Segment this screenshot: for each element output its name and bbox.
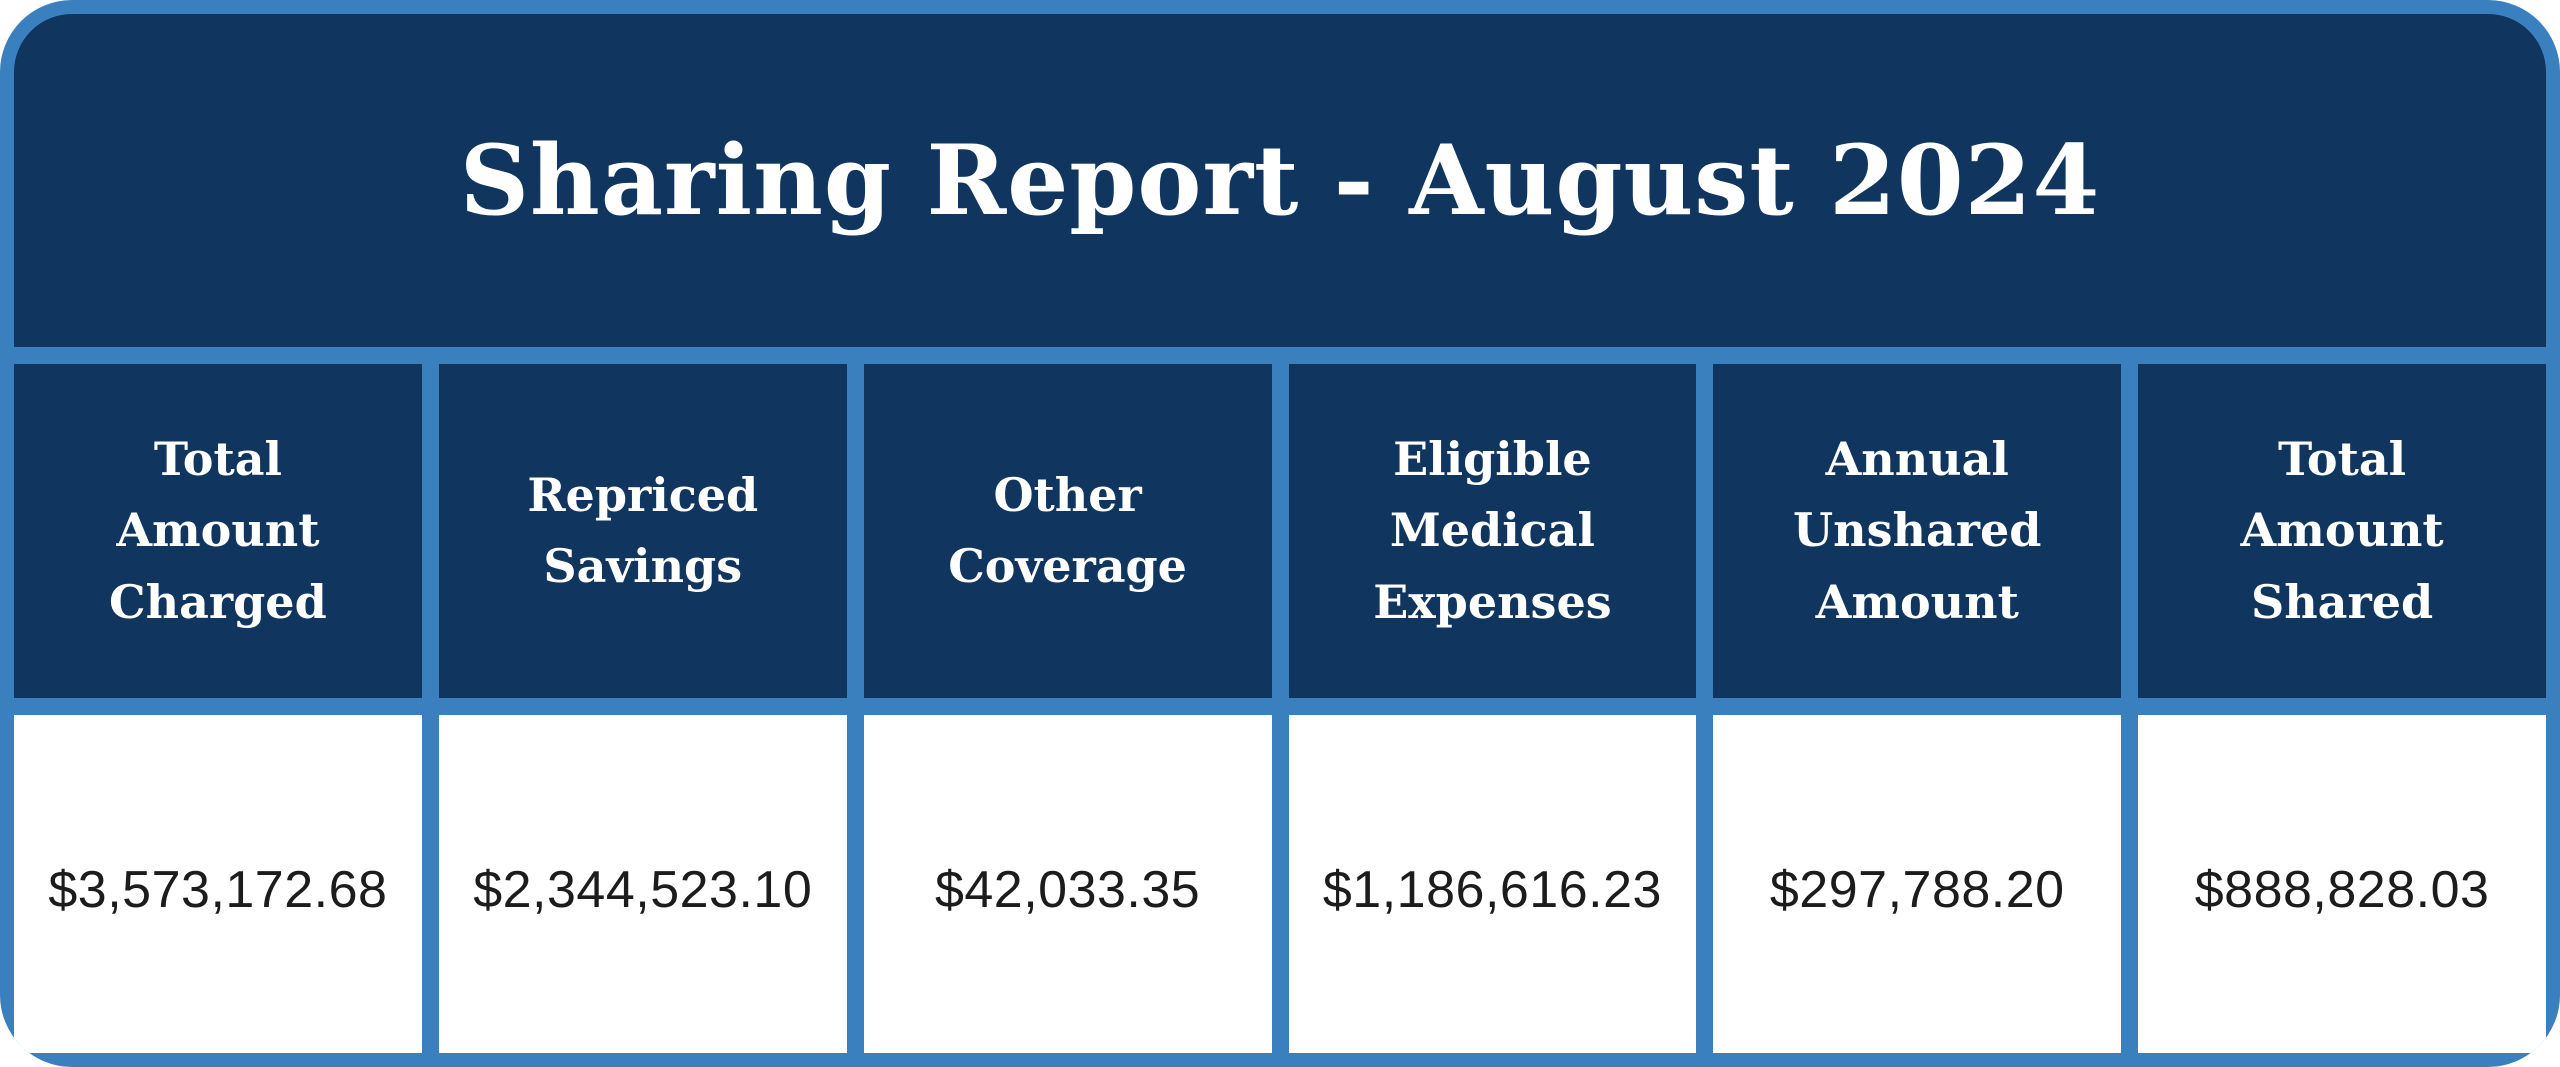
cell-value: $297,788.20 [1769,861,2065,919]
column-header-total-amount-charged: Total Amount Charged [14,364,422,698]
cell-value: $3,573,172.68 [48,861,388,919]
value-cell-annual-unshared-amount: $297,788.20 [1713,715,2122,1053]
value-cell-repriced-savings: $2,344,523.10 [438,715,847,1053]
column-header-label: Eligible Medical Expenses [1373,432,1612,629]
page-title: Sharing Report - August 2024 [459,124,2101,237]
column-header-label: Repriced Savings [527,467,759,593]
value-cell-other-coverage: $42,033.35 [863,715,1272,1053]
value-cell-total-amount-shared: $888,828.03 [2138,715,2546,1053]
cell-value: $888,828.03 [2194,861,2490,919]
column-header-total-amount-shared: Total Amount Shared [2138,364,2546,698]
report-title-band: Sharing Report - August 2024 [14,14,2546,347]
column-header-label: Total Amount Shared [2240,432,2444,629]
column-header-repriced-savings: Repriced Savings [438,364,847,698]
column-header-label: Total Amount Charged [109,432,327,629]
column-header-annual-unshared-amount: Annual Unshared Amount [1713,364,2122,698]
cell-value: $42,033.35 [934,861,1201,919]
value-cell-eligible-medical-expenses: $1,186,616.23 [1288,715,1697,1053]
value-cell-total-amount-charged: $3,573,172.68 [14,715,422,1053]
column-header-other-coverage: Other Coverage [863,364,1272,698]
column-header-eligible-medical-expenses: Eligible Medical Expenses [1288,364,1697,698]
cell-value: $2,344,523.10 [473,861,813,919]
column-header-label: Other Coverage [948,467,1187,593]
cell-value: $1,186,616.23 [1322,861,1662,919]
column-header-label: Annual Unshared Amount [1793,432,2042,629]
